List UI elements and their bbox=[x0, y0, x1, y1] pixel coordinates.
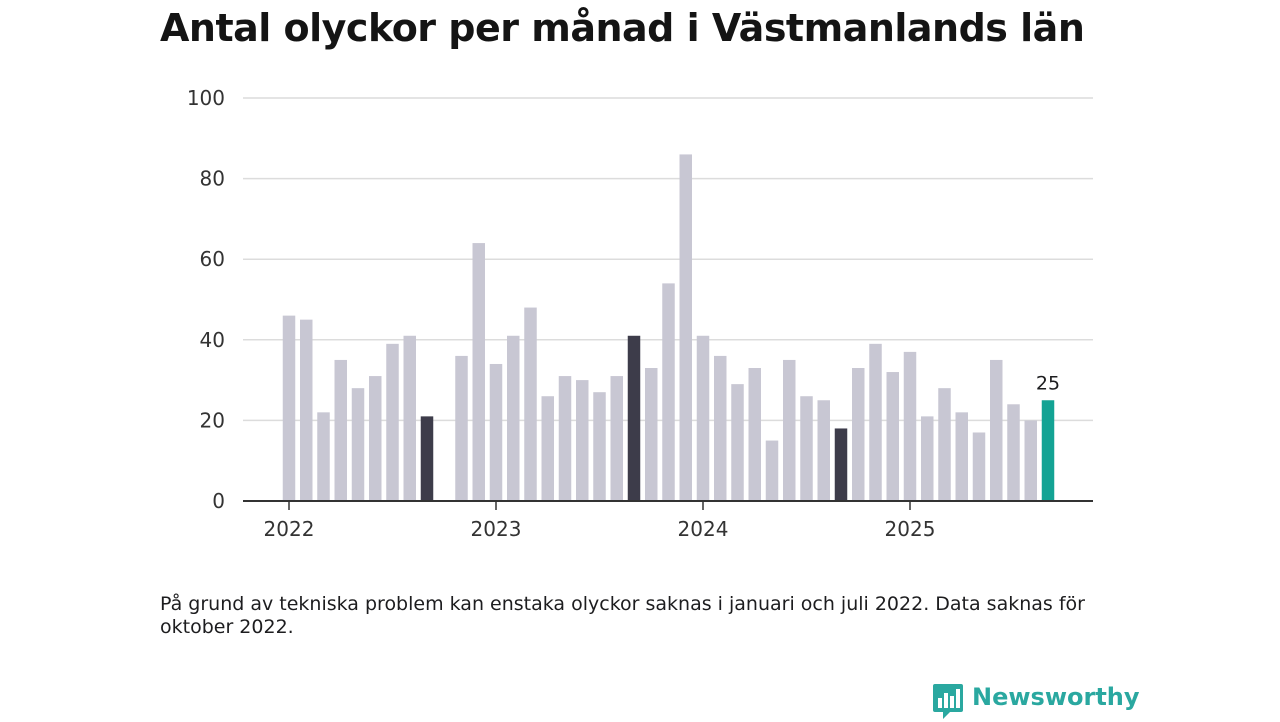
bar[interactable] bbox=[351, 388, 365, 501]
chart-title: Antal olyckor per månad i Västmanlands l… bbox=[160, 6, 1085, 50]
y-tick-label: 20 bbox=[200, 408, 225, 432]
bar[interactable] bbox=[1024, 420, 1038, 501]
y-tick-label: 80 bbox=[200, 167, 225, 191]
bar[interactable] bbox=[645, 368, 658, 501]
bar[interactable] bbox=[334, 359, 348, 501]
x-tick-label: 2025 bbox=[885, 517, 936, 541]
bar[interactable] bbox=[489, 363, 503, 501]
bar[interactable] bbox=[1041, 400, 1055, 501]
brand-name: Newsworthy bbox=[972, 683, 1140, 711]
bar[interactable] bbox=[593, 392, 606, 501]
bar[interactable] bbox=[558, 376, 572, 501]
bar[interactable] bbox=[627, 335, 641, 501]
bar-chart-speech-bubble-icon bbox=[933, 684, 963, 719]
newsworthy-logo[interactable]: Newsworthy bbox=[932, 682, 1140, 722]
bar[interactable] bbox=[455, 355, 468, 501]
bar[interactable] bbox=[386, 343, 399, 501]
bar[interactable] bbox=[403, 335, 417, 501]
bar[interactable] bbox=[610, 376, 624, 501]
bar[interactable] bbox=[282, 315, 296, 501]
x-tick-label: 2023 bbox=[471, 517, 522, 541]
bar[interactable] bbox=[765, 440, 779, 501]
footnote: På grund av tekniska problem kan enstaka… bbox=[160, 593, 1085, 638]
bar[interactable] bbox=[369, 376, 382, 501]
bar[interactable] bbox=[507, 335, 520, 501]
bar[interactable] bbox=[783, 359, 796, 501]
bar[interactable] bbox=[852, 368, 865, 501]
bar[interactable] bbox=[817, 400, 831, 501]
bar[interactable] bbox=[420, 416, 434, 501]
bar[interactable] bbox=[541, 396, 555, 501]
bar[interactable] bbox=[834, 428, 848, 501]
bars bbox=[282, 154, 1055, 502]
y-tick-label: 40 bbox=[200, 328, 225, 352]
x-tick-label: 2024 bbox=[678, 517, 729, 541]
bar[interactable] bbox=[317, 412, 330, 501]
data-label: 25 bbox=[1036, 372, 1060, 394]
bar[interactable] bbox=[921, 416, 934, 501]
bar[interactable] bbox=[1007, 404, 1020, 501]
bar[interactable] bbox=[972, 432, 986, 501]
bar[interactable] bbox=[714, 355, 727, 501]
bar[interactable] bbox=[990, 359, 1003, 501]
bar[interactable] bbox=[576, 380, 589, 501]
y-axis-labels: 0 20 40 60 80 100 bbox=[187, 86, 225, 513]
x-tick-label: 2022 bbox=[264, 517, 315, 541]
annotations: 25 bbox=[1036, 372, 1060, 394]
bar[interactable] bbox=[938, 388, 951, 501]
bar[interactable] bbox=[800, 396, 813, 501]
bar[interactable] bbox=[886, 372, 900, 501]
bar[interactable] bbox=[662, 283, 675, 501]
y-tick-label: 60 bbox=[200, 247, 225, 271]
bar-chart: 0 20 40 60 80 100 2022 2023 2024 2025 25 bbox=[187, 86, 1093, 541]
bar[interactable] bbox=[472, 243, 486, 501]
bar[interactable] bbox=[524, 307, 537, 501]
bar[interactable] bbox=[696, 335, 710, 501]
x-axis: 2022 2023 2024 2025 bbox=[243, 500, 1093, 541]
y-tick-label: 0 bbox=[212, 489, 225, 513]
bar[interactable] bbox=[903, 351, 917, 501]
y-tick-label: 100 bbox=[187, 86, 225, 110]
bar[interactable] bbox=[731, 384, 744, 501]
bar[interactable] bbox=[869, 343, 882, 501]
bar[interactable] bbox=[748, 368, 762, 501]
bar[interactable] bbox=[955, 412, 969, 501]
bar[interactable] bbox=[679, 154, 693, 502]
bar[interactable] bbox=[300, 319, 313, 501]
